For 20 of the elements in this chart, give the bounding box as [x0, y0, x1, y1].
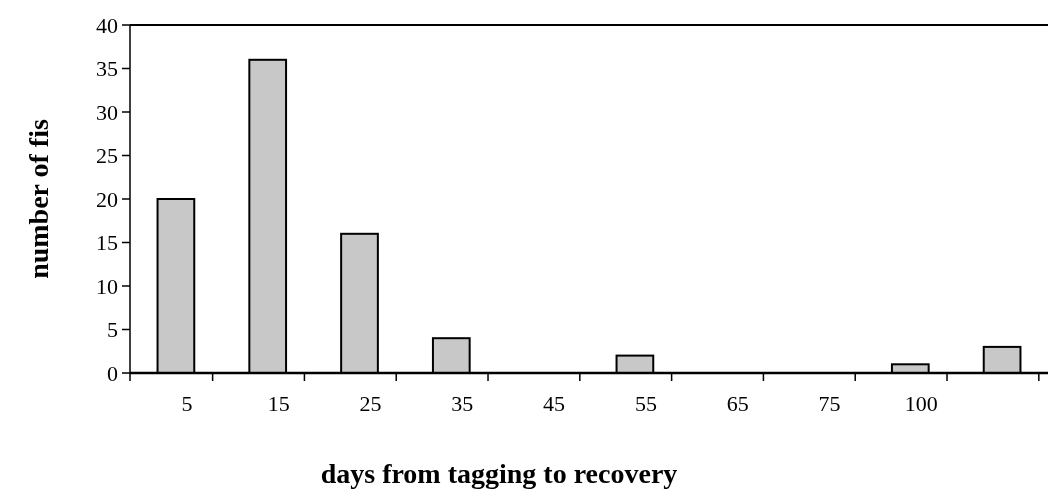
x-tick-label: 65	[726, 391, 749, 416]
x-tick-label: 25	[359, 391, 382, 416]
y-tick-label: 30	[96, 99, 118, 125]
x-tick-label: 15	[267, 391, 290, 416]
x-tick-label: 55	[634, 391, 657, 416]
y-tick-label: 40	[96, 12, 118, 38]
x-tick-label: 100	[904, 391, 938, 416]
x-tick-label: 5	[181, 391, 193, 416]
y-tick-label: 5	[107, 317, 118, 343]
x-tick-label: 45	[543, 391, 566, 416]
y-tick-label: 10	[96, 273, 118, 299]
x-tick-label: 35	[451, 391, 474, 416]
x-tick-label: 75	[818, 391, 841, 416]
y-tick-label: 25	[96, 143, 118, 169]
y-axis-title: number of fis	[23, 119, 54, 279]
x-axis-title: days from tagging to recovery	[320, 458, 678, 489]
y-tick-label: 0	[107, 360, 118, 386]
y-tick-label: 35	[96, 56, 118, 82]
y-tick-label: 15	[96, 230, 118, 256]
y-tick-label: 20	[96, 186, 118, 212]
